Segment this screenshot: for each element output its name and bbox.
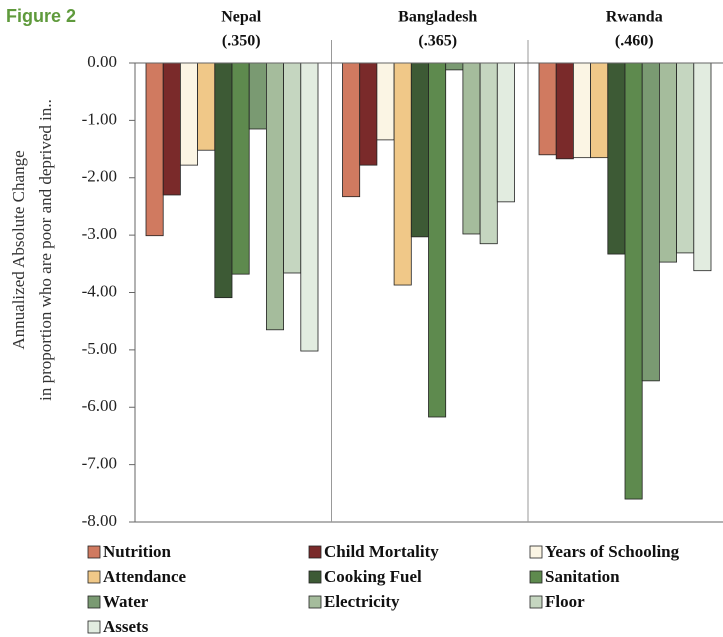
y-tick-label: 0.00 bbox=[87, 52, 117, 71]
y-tick-label: -3.00 bbox=[82, 224, 117, 243]
legend-swatch bbox=[529, 595, 543, 609]
bar bbox=[445, 62, 464, 71]
legend-swatch bbox=[87, 545, 101, 559]
bar bbox=[179, 62, 198, 166]
legend-label: Nutrition bbox=[103, 542, 172, 561]
bar bbox=[283, 62, 302, 274]
legend-swatch bbox=[529, 545, 543, 559]
legend-label: Electricity bbox=[324, 592, 400, 611]
y-tick-label: -2.00 bbox=[82, 167, 117, 186]
bar bbox=[624, 62, 643, 500]
bar bbox=[410, 62, 429, 238]
legend-label: Floor bbox=[545, 592, 585, 611]
legend-swatch bbox=[87, 570, 101, 584]
bar bbox=[265, 62, 284, 331]
bar bbox=[145, 62, 164, 237]
category-label: Bangladesh bbox=[398, 9, 477, 26]
category-subtitle: (.350) bbox=[222, 33, 261, 50]
legend-label: Cooking Fuel bbox=[324, 567, 422, 586]
bar bbox=[300, 62, 319, 352]
bar bbox=[641, 62, 660, 382]
bar bbox=[590, 62, 609, 159]
legend-swatch bbox=[308, 545, 322, 559]
legend-label: Assets bbox=[103, 617, 149, 636]
bar bbox=[214, 62, 233, 299]
legend-swatch bbox=[308, 570, 322, 584]
legend-swatch bbox=[308, 595, 322, 609]
category-label: Rwanda bbox=[606, 9, 663, 26]
bar bbox=[462, 62, 481, 235]
bar bbox=[479, 62, 498, 245]
bar bbox=[555, 62, 574, 160]
bar bbox=[359, 62, 378, 166]
legend-swatch bbox=[529, 570, 543, 584]
y-tick-label: -5.00 bbox=[82, 339, 117, 358]
bar bbox=[496, 62, 515, 203]
bar bbox=[376, 62, 395, 141]
legend-swatch bbox=[87, 595, 101, 609]
y-axis-title: Annualized Absolute Change bbox=[9, 150, 28, 349]
bar bbox=[607, 62, 626, 255]
y-tick-label: -4.00 bbox=[82, 281, 117, 300]
figure-label: Figure 2 bbox=[6, 6, 76, 26]
bar bbox=[573, 62, 592, 159]
bar bbox=[538, 62, 557, 156]
category-label: Nepal bbox=[221, 9, 262, 26]
category-subtitle: (.460) bbox=[615, 33, 654, 50]
bar bbox=[197, 62, 216, 151]
legend-label: Child Mortality bbox=[324, 542, 439, 561]
bar bbox=[342, 62, 361, 198]
bar bbox=[676, 62, 695, 254]
y-tick-label: -6.00 bbox=[82, 396, 117, 415]
y-tick-label: -1.00 bbox=[82, 109, 117, 128]
y-axis-title: in proportion who are poor and deprived … bbox=[36, 99, 55, 401]
bar bbox=[659, 62, 678, 263]
bar bbox=[693, 62, 712, 272]
y-tick-label: -7.00 bbox=[82, 454, 117, 473]
legend-label: Sanitation bbox=[545, 567, 620, 586]
bar bbox=[231, 62, 250, 275]
legend-label: Attendance bbox=[103, 567, 187, 586]
y-tick-label: -8.00 bbox=[82, 511, 117, 530]
category-subtitle: (.365) bbox=[418, 33, 457, 50]
bar bbox=[162, 62, 181, 196]
bar bbox=[393, 62, 412, 286]
legend-swatch bbox=[87, 620, 101, 634]
legend-label: Water bbox=[103, 592, 149, 611]
bar bbox=[248, 62, 267, 130]
bar bbox=[428, 62, 447, 418]
legend-label: Years of Schooling bbox=[545, 542, 680, 561]
